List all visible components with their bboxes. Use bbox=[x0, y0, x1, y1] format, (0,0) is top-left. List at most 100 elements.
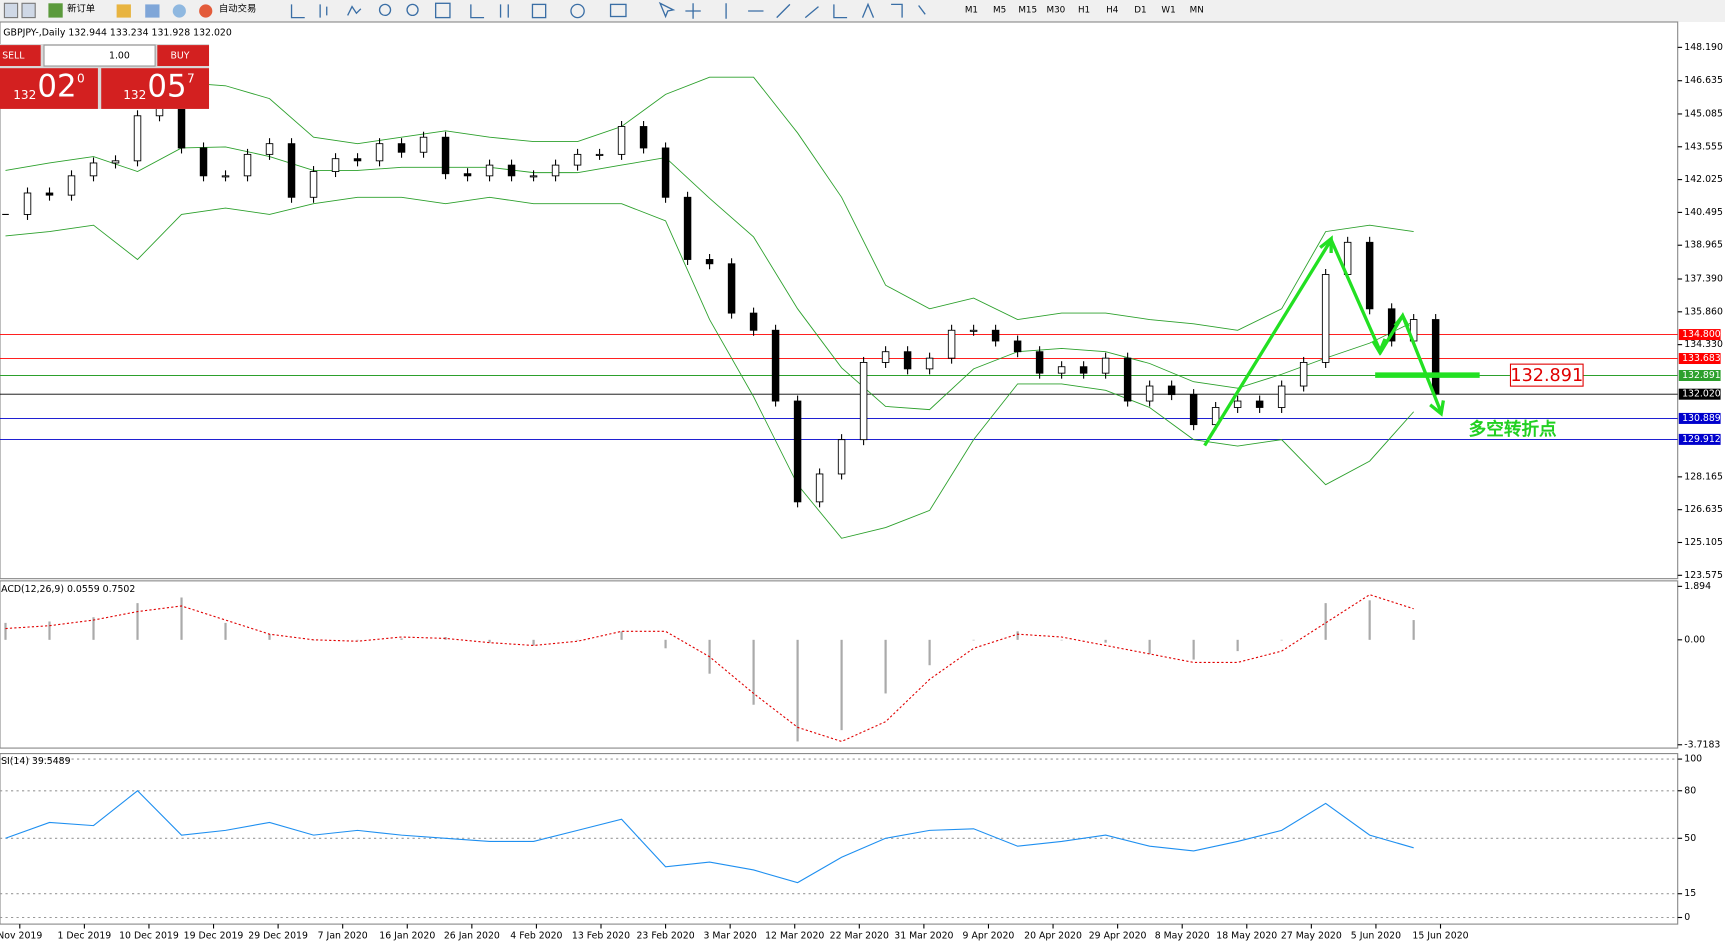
new-order-button[interactable]: 新订单 bbox=[67, 2, 95, 14]
timeframe-button[interactable]: M30 bbox=[1047, 5, 1066, 15]
y-tick-label: 138.965 bbox=[1684, 240, 1723, 251]
candle-body bbox=[529, 175, 538, 178]
candle-body bbox=[67, 175, 76, 196]
bollinger-upper bbox=[5, 76, 1414, 331]
y-tick-label: 137.390 bbox=[1684, 274, 1723, 285]
macd-bar bbox=[1016, 631, 1019, 640]
macd-bar bbox=[224, 622, 227, 640]
x-tick-label: 8 May 2020 bbox=[1155, 931, 1210, 942]
toolbar-icon[interactable] bbox=[172, 4, 186, 18]
candle-body bbox=[441, 136, 450, 175]
y-tick-label: 140.495 bbox=[1684, 207, 1723, 218]
timeframe-button[interactable]: H1 bbox=[1078, 5, 1090, 15]
toolbar-icon[interactable] bbox=[145, 4, 160, 18]
x-tick-label: 31 Mar 2020 bbox=[894, 931, 953, 942]
candle-body bbox=[1013, 340, 1022, 353]
candle-body bbox=[177, 104, 186, 149]
y-tick-label: 100 bbox=[1684, 754, 1702, 765]
candle-body bbox=[573, 153, 582, 166]
level-label: 132.891 bbox=[1682, 370, 1721, 381]
buy-button[interactable] bbox=[157, 45, 210, 67]
x-tick-label: 20 Apr 2020 bbox=[1024, 931, 1082, 942]
bid-big[interactable]: 132 bbox=[13, 88, 36, 102]
tool-icon[interactable] bbox=[609, 3, 627, 18]
timeframe-button[interactable]: W1 bbox=[1161, 5, 1175, 15]
bid-price-button[interactable] bbox=[0, 68, 98, 109]
candle-body bbox=[1035, 351, 1044, 374]
macd-bar bbox=[48, 621, 51, 640]
candle-body bbox=[947, 329, 956, 359]
timeframe-button[interactable]: M5 bbox=[993, 5, 1006, 15]
x-tick-label: 13 Feb 2020 bbox=[572, 931, 630, 942]
ask-big[interactable]: 132 bbox=[123, 88, 146, 102]
new-order-icon[interactable] bbox=[48, 3, 63, 18]
tool-icon[interactable] bbox=[434, 2, 451, 19]
sell-button[interactable] bbox=[0, 45, 41, 67]
macd-title: ACD(12,26,9) 0.0559 0.7502 bbox=[1, 584, 135, 595]
x-tick-label: 18 May 2020 bbox=[1216, 931, 1277, 942]
sell-label[interactable]: SELL bbox=[2, 51, 25, 62]
candle-body bbox=[1277, 385, 1286, 408]
tool-icon[interactable] bbox=[470, 4, 485, 19]
candle-body bbox=[969, 329, 978, 332]
y-tick-label: 128.165 bbox=[1684, 471, 1723, 482]
macd-bar bbox=[1280, 639, 1283, 641]
candle-body bbox=[89, 162, 98, 177]
tool-icon[interactable] bbox=[531, 3, 547, 19]
tool-icon[interactable] bbox=[833, 2, 926, 19]
tool-icon[interactable] bbox=[499, 4, 509, 18]
auto-trading-button[interactable]: 自动交易 bbox=[219, 2, 256, 14]
x-tick-label: 22 Mar 2020 bbox=[830, 931, 889, 942]
level-label: 134.800 bbox=[1682, 329, 1721, 340]
tool-icon[interactable] bbox=[725, 3, 819, 19]
auto-trading-icon[interactable] bbox=[199, 4, 213, 18]
lots-value[interactable]: 1.00 bbox=[109, 51, 130, 62]
x-tick-label: Nov 2019 bbox=[0, 931, 42, 942]
x-tick-label: 9 Apr 2020 bbox=[963, 931, 1015, 942]
bid-fraction[interactable]: 0 bbox=[77, 72, 85, 86]
tool-icon[interactable] bbox=[319, 4, 328, 18]
macd-bar bbox=[92, 617, 95, 640]
y-tick-label: 80 bbox=[1684, 785, 1696, 796]
tool-icon[interactable] bbox=[378, 3, 392, 17]
toolbar-icon[interactable] bbox=[116, 4, 131, 18]
x-tick-label: 29 Dec 2019 bbox=[248, 931, 308, 942]
tool-icon[interactable] bbox=[685, 3, 701, 19]
macd-bar bbox=[268, 634, 271, 640]
macd-bar bbox=[1368, 600, 1371, 640]
x-tick-label: 3 Mar 2020 bbox=[704, 931, 757, 942]
candle-body bbox=[881, 351, 890, 363]
x-tick-label: 4 Feb 2020 bbox=[510, 931, 562, 942]
timeframe-button[interactable]: H4 bbox=[1106, 5, 1119, 15]
timeframe-button[interactable]: MN bbox=[1190, 5, 1204, 15]
tool-icon[interactable] bbox=[570, 3, 585, 19]
macd-bar bbox=[1060, 639, 1063, 641]
y-tick-label: 0 bbox=[1684, 912, 1690, 923]
tool-icon[interactable] bbox=[406, 3, 419, 17]
level-tag bbox=[1678, 353, 1721, 365]
tool-icon[interactable] bbox=[658, 1, 676, 19]
timeframe-button[interactable]: M1 bbox=[965, 5, 978, 15]
ask-price-button[interactable] bbox=[101, 68, 210, 109]
lots-input[interactable] bbox=[43, 44, 156, 67]
ask-pips[interactable]: 05 bbox=[147, 69, 186, 105]
timeframe-button[interactable]: M15 bbox=[1018, 5, 1037, 15]
level-label: 129.912 bbox=[1682, 434, 1721, 445]
tool-icon[interactable] bbox=[290, 4, 305, 19]
bid-pips[interactable]: 02 bbox=[37, 69, 76, 105]
x-tick-label: 7 Jan 2020 bbox=[318, 931, 368, 942]
macd-bar bbox=[752, 639, 755, 705]
ask-fraction[interactable]: 7 bbox=[187, 72, 195, 86]
x-tick-label: 27 May 2020 bbox=[1281, 931, 1342, 942]
macd-bar bbox=[532, 639, 535, 646]
toolbar-icon[interactable] bbox=[21, 2, 36, 19]
arrow-heads bbox=[1319, 235, 1445, 417]
timeframe-button[interactable]: D1 bbox=[1134, 5, 1146, 15]
buy-label[interactable]: BUY bbox=[171, 51, 190, 62]
candle-body bbox=[991, 329, 1000, 342]
level-tag bbox=[1678, 433, 1721, 445]
toolbar-icon[interactable] bbox=[3, 2, 19, 19]
tool-icons bbox=[290, 1, 926, 19]
tool-icon[interactable] bbox=[347, 5, 362, 16]
